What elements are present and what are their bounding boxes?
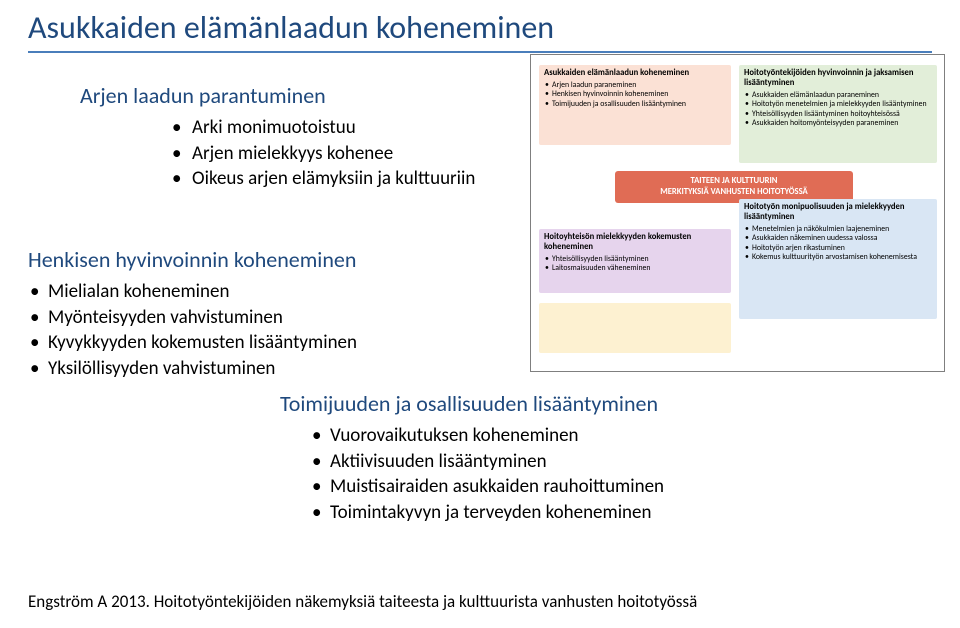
diagram-box-heading: Hoitotyön monipuolisuuden ja mielekkyyde… (744, 202, 932, 222)
diagram-item: Arjen laadun paraneminen (544, 81, 726, 90)
list-item: Arjen mielekkyys kohenee (110, 141, 528, 167)
diagram-center-l1: TAITEEN JA KULTTUURIN (620, 176, 848, 186)
list-item: Oikeus arjen elämyksiin ja kulttuuriin (110, 166, 528, 192)
block3-list: Vuorovaikutuksen koheneminen Aktiivisuud… (280, 423, 920, 526)
list-item: Mielialan koheneminen (28, 279, 528, 305)
title-area: Asukkaiden elämänlaadun koheneminen (0, 0, 960, 53)
diagram-item: Yhteisöllisyyden lisääntyminen hoitoyhte… (744, 110, 932, 119)
list-item: Myönteisyyden vahvistuminen (28, 305, 528, 331)
diagram-item: Asukkaiden elämänlaadun paraneminen (744, 91, 932, 100)
diagram-item: Toimijuuden ja osallisuuden lisääntymine… (544, 100, 726, 109)
diagram-item: Asukkaiden näkeminen uudessa valossa (744, 234, 932, 243)
diagram-item: Hoitotyön menetelmien ja mielekkyyden li… (744, 100, 932, 109)
diagram-item: Kokemus kulttuurityön arvostamisen kohen… (744, 253, 932, 262)
list-item: Kyvykkyyden kokemusten lisääntyminen (28, 330, 528, 356)
diagram-box-tr: Hoitotyöntekijöiden hyvinvoinnin ja jaks… (739, 65, 937, 163)
diagram-box-ml: Hoitoyhteisön mielekkyyden kokemusten ko… (539, 229, 731, 293)
block1-list: Arki monimuotoistuu Arjen mielekkyys koh… (28, 115, 528, 192)
title-underline (28, 51, 932, 53)
diagram-box-heading: Hoitoyhteisön mielekkyyden kokemusten ko… (544, 232, 726, 252)
citation-text: Engström A 2013. Hoitotyöntekijöiden näk… (28, 591, 697, 612)
block3-heading: Toimijuuden ja osallisuuden lisääntymine… (280, 390, 920, 417)
diagram-item: Menetelmien ja näkökulmien laajeneminen (744, 225, 932, 234)
list-item: Toimintakyvyn ja terveyden koheneminen (310, 500, 920, 526)
list-item: Arki monimuotoistuu (110, 115, 528, 141)
list-item: Aktiivisuuden lisääntyminen (310, 449, 920, 475)
page-title: Asukkaiden elämänlaadun koheneminen (28, 8, 932, 51)
block1-heading: Arjen laadun parantuminen (28, 82, 528, 109)
diagram-item: Hoitotyön arjen rikastuminen (744, 244, 932, 253)
diagram-item: Yhteisöllisyyden lisääntyminen (544, 255, 726, 264)
list-item: Yksilöllisyyden vahvistuminen (28, 356, 528, 382)
block-henkisen-hyvinvoinnin: Henkisen hyvinvoinnin koheneminen Mielia… (28, 246, 528, 382)
block2-heading: Henkisen hyvinvoinnin koheneminen (28, 246, 528, 273)
diagram-box-tl: Asukkaiden elämänlaadun koheneminen Arje… (539, 65, 731, 145)
diagram-box-bl (539, 303, 731, 353)
diagram-item: Henkisen hyvinvoinnin koheneminen (544, 90, 726, 99)
diagram-item: Laitosmaisuuden väheneminen (544, 264, 726, 273)
block-arjen-laadun: Arjen laadun parantuminen Arki monimuoto… (28, 82, 528, 192)
concept-diagram: Asukkaiden elämänlaadun koheneminen Arje… (530, 54, 945, 372)
diagram-item: Asukkaiden hoitomyönteisyyden paranemine… (744, 119, 932, 128)
block2-list: Mielialan koheneminen Myönteisyyden vahv… (28, 279, 528, 382)
list-item: Vuorovaikutuksen koheneminen (310, 423, 920, 449)
diagram-box-heading: Hoitotyöntekijöiden hyvinvoinnin ja jaks… (744, 68, 932, 88)
diagram-box-heading: Asukkaiden elämänlaadun koheneminen (544, 68, 726, 78)
diagram-center-l2: MERKITYKSIÄ VANHUSTEN HOITOTYÖSSÄ (620, 187, 848, 197)
diagram-box-mr: Hoitotyön monipuolisuuden ja mielekkyyde… (739, 199, 937, 319)
list-item: Muistisairaiden asukkaiden rauhoittumine… (310, 474, 920, 500)
block-toimijuuden: Toimijuuden ja osallisuuden lisääntymine… (280, 390, 920, 526)
